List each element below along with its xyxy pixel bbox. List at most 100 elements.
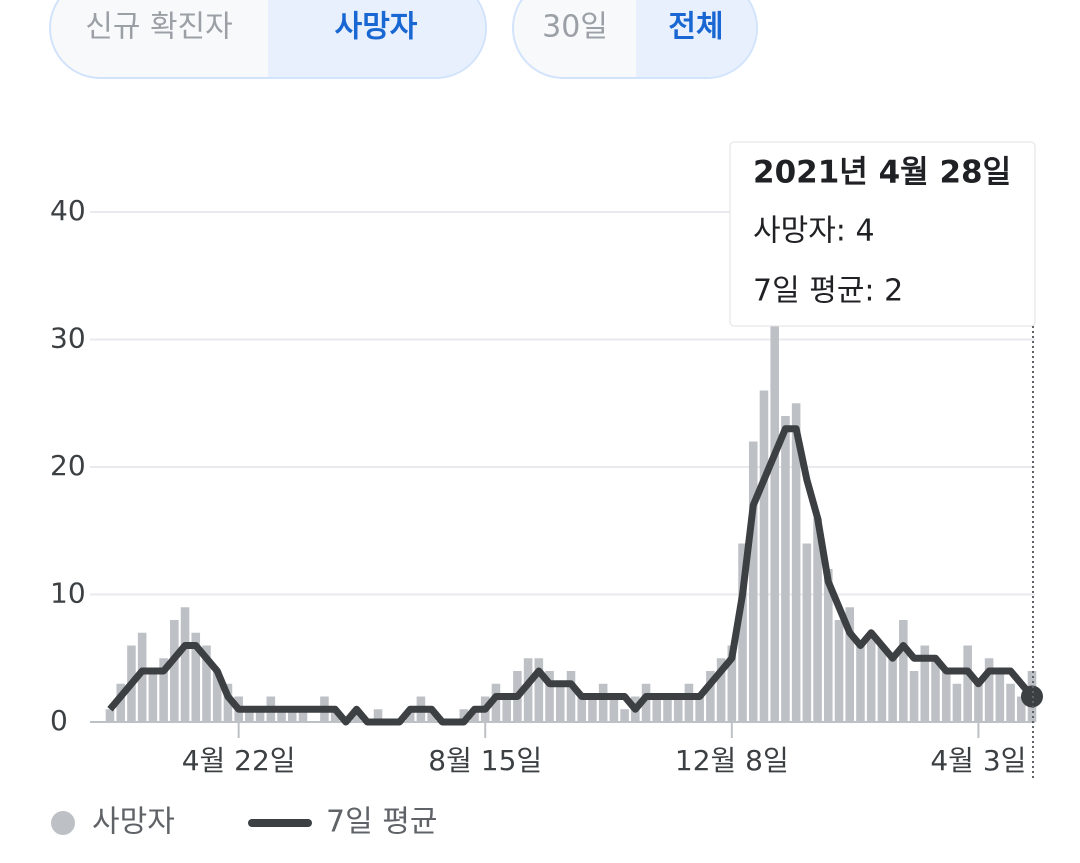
- bar: [695, 696, 704, 722]
- bar: [287, 709, 297, 722]
- bar: [845, 607, 855, 722]
- y-tick-label: 20: [50, 449, 86, 482]
- bar: [566, 671, 576, 722]
- bar: [791, 403, 801, 722]
- bar: [877, 645, 887, 722]
- x-tick-label: 4월 3일: [930, 744, 1026, 777]
- bar: [727, 645, 737, 722]
- bar: [545, 671, 554, 722]
- x-tick-label: 8월 15일: [428, 744, 542, 777]
- bar: [899, 620, 908, 722]
- bar: [620, 709, 629, 722]
- bar: [588, 696, 597, 722]
- x-tick-label: 12월 8일: [675, 744, 789, 777]
- bar: [941, 671, 951, 722]
- bar: [298, 709, 308, 722]
- bar: [105, 709, 115, 722]
- bar: [577, 696, 587, 722]
- bar: [974, 683, 983, 722]
- y-tick-label: 40: [50, 194, 86, 227]
- tooltip-box: [729, 141, 1036, 327]
- bar: [470, 709, 479, 722]
- bar: [159, 658, 168, 722]
- bar: [523, 658, 533, 722]
- bar: [781, 416, 790, 722]
- bar: [330, 709, 340, 722]
- bar: [170, 620, 179, 722]
- tooltip-title: 2021년 4월 28일: [753, 155, 1011, 191]
- bar: [716, 658, 726, 722]
- bar: [534, 658, 544, 722]
- average-line: [107, 425, 1035, 726]
- bar: [191, 632, 201, 722]
- bar: [824, 569, 833, 722]
- bar: [352, 709, 361, 722]
- tooltip: 2021년 4월 28일 사망자: 4 7일 평균: 2: [729, 141, 1036, 327]
- bar: [137, 632, 147, 722]
- metric-toggle: 신규 확진자 사망자: [49, 0, 487, 79]
- bar: [931, 658, 940, 722]
- bar: [427, 709, 436, 722]
- legend-label: 7일 평균: [326, 805, 437, 840]
- bar: [920, 645, 930, 722]
- toggle-option[interactable]: 전체: [668, 10, 723, 45]
- bar: [148, 671, 158, 722]
- bar: [1016, 696, 1026, 722]
- bar: [502, 696, 511, 722]
- bar: [963, 645, 972, 722]
- bar: [802, 543, 812, 722]
- bar: [995, 671, 1005, 722]
- bar: [856, 645, 865, 722]
- y-tick-label: 10: [50, 577, 86, 610]
- toggle-selected: [268, 0, 485, 77]
- bar: [609, 696, 619, 722]
- bar: [952, 683, 962, 722]
- bar: [673, 696, 683, 722]
- bar: [759, 390, 769, 722]
- bar: [255, 709, 265, 722]
- legend-label: 사망자: [92, 805, 175, 840]
- toggle-option[interactable]: 사망자: [335, 10, 418, 45]
- bar: [652, 696, 662, 722]
- bar: [555, 683, 565, 722]
- bar: [684, 683, 694, 722]
- plot: [105, 288, 1043, 726]
- toggle-option[interactable]: 30일: [542, 10, 608, 45]
- legend: 사망자 7일 평균: [51, 805, 437, 840]
- range-toggle: 30일 전체: [512, 0, 758, 79]
- toggle-selected: [636, 0, 756, 77]
- legend-swatch: [51, 811, 75, 835]
- bar: [245, 709, 254, 722]
- bar: [373, 709, 383, 722]
- bar: [641, 683, 651, 722]
- bar: [202, 645, 211, 722]
- bar: [738, 543, 747, 722]
- bar: [1006, 683, 1015, 722]
- x-tick-label: 4월 22일: [182, 744, 296, 777]
- bar: [277, 709, 286, 722]
- bar: [834, 620, 844, 722]
- bar: [909, 671, 919, 722]
- y-tick-label: 0: [50, 704, 68, 737]
- bar: [888, 658, 897, 722]
- bar: [212, 671, 222, 722]
- tooltip-line: 7일 평균: 2: [753, 274, 903, 309]
- y-tick-label: 30: [50, 322, 86, 355]
- bar: [598, 683, 608, 722]
- bar: [813, 518, 822, 722]
- bar: [491, 683, 501, 722]
- bar: [866, 632, 876, 722]
- toggle-option[interactable]: 신규 확진자: [85, 10, 233, 45]
- bar: [984, 658, 994, 722]
- bar: [223, 683, 233, 722]
- bar: [116, 683, 126, 722]
- bar: [663, 696, 672, 722]
- bar: [748, 441, 758, 722]
- tooltip-line: 사망자: 4: [753, 214, 875, 249]
- bar: [405, 709, 415, 722]
- bar: [706, 671, 715, 722]
- bar: [770, 288, 779, 722]
- bar: [180, 607, 190, 722]
